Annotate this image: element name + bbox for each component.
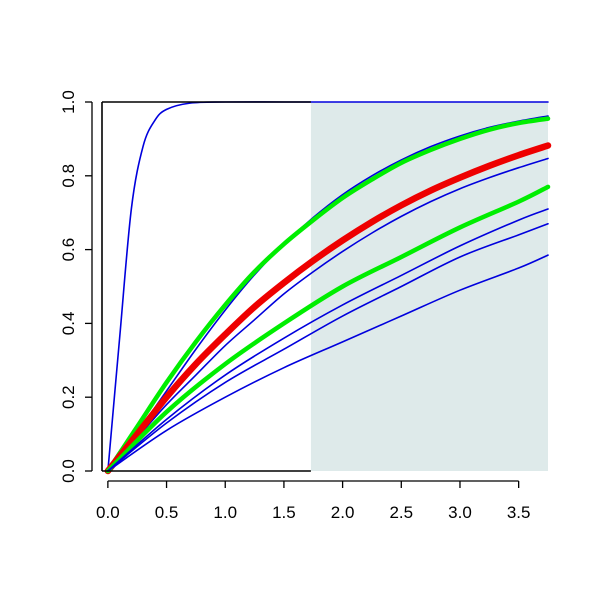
series-line-3 [105, 116, 551, 474]
series-layer [104, 101, 552, 475]
y-tick-label: 0.8 [59, 164, 78, 188]
y-tick-label: 0.4 [59, 312, 78, 336]
series-line-6 [105, 184, 551, 474]
axes-layer: 0.0 0.2 0.4 0.6 0.8 1.0 0.0 0.5 1.0 1.5 2.0 2.5 3.0 3… [59, 90, 530, 522]
series-line-1 [107, 101, 549, 472]
series-line-4 [107, 157, 549, 472]
y-tick-label: 0.6 [59, 238, 78, 262]
x-tick-label: 1.0 [213, 503, 237, 522]
series-line-5 [104, 142, 552, 475]
x-tick-label: 0.5 [155, 503, 179, 522]
series-line-8 [107, 222, 549, 472]
y-tick-label: 0.2 [59, 385, 78, 409]
y-tick-label: 0.0 [59, 459, 78, 483]
shaded-region [310, 102, 548, 471]
y-tick-label: 1.0 [59, 90, 78, 114]
x-tick-label: 2.0 [331, 503, 355, 522]
x-tick-label: 1.5 [272, 503, 296, 522]
x-tick-label: 0.0 [96, 503, 120, 522]
series-line-2 [107, 115, 549, 472]
x-tick-label: 3.0 [448, 503, 472, 522]
series-line-9 [107, 254, 549, 472]
x-tick-label: 2.5 [389, 503, 413, 522]
series-line-7 [107, 208, 549, 472]
x-tick-label: 3.5 [507, 503, 531, 522]
chart-background-layer [310, 102, 548, 471]
